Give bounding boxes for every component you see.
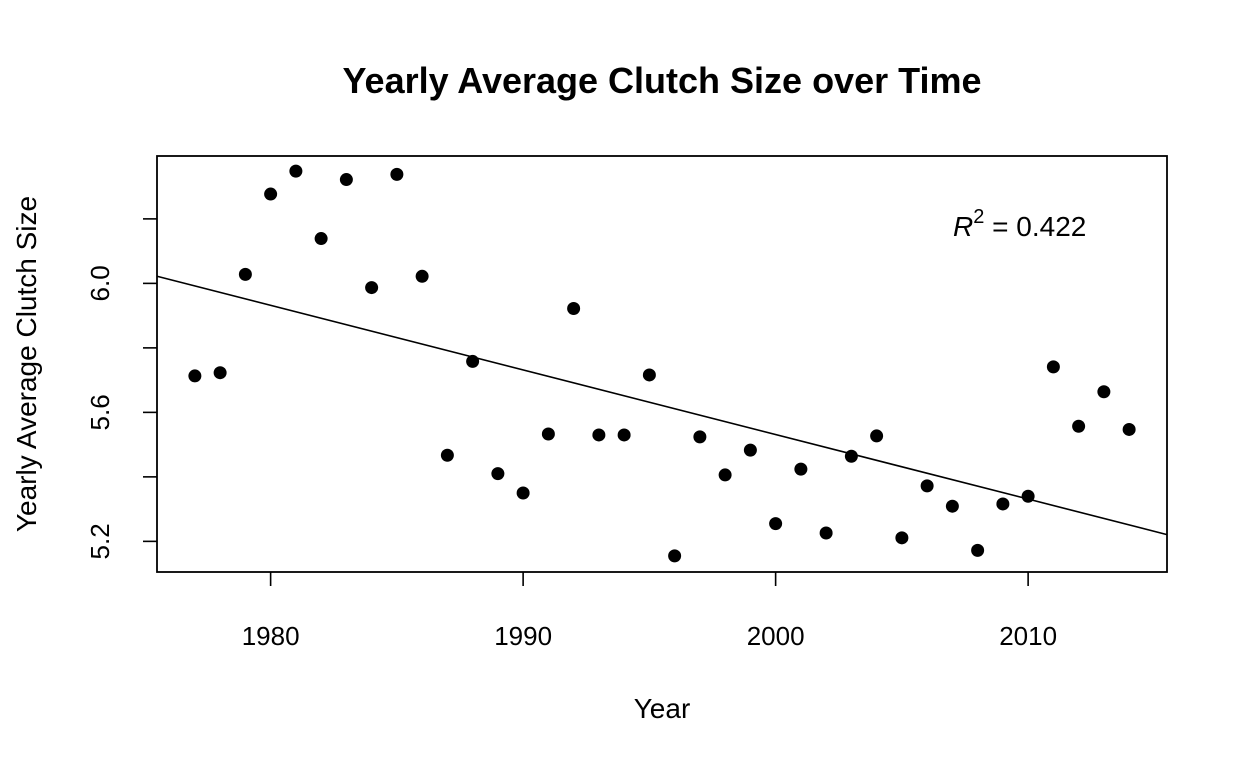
- data-point: [819, 526, 833, 540]
- data-point: [238, 267, 252, 281]
- data-point: [668, 549, 682, 563]
- x-tick-label: 2010: [999, 621, 1057, 651]
- data-point: [1097, 385, 1111, 399]
- y-tick-label: 5.6: [85, 394, 115, 430]
- data-point: [617, 428, 631, 442]
- data-point: [188, 369, 202, 383]
- data-point: [541, 427, 555, 441]
- y-axis: 5.2 5.6 6.0: [85, 218, 157, 559]
- data-point: [1021, 489, 1035, 503]
- data-point: [769, 517, 783, 531]
- data-point: [264, 187, 278, 201]
- data-point: [314, 232, 328, 246]
- y-axis-label: Yearly Average Clutch Size: [11, 196, 42, 532]
- data-point: [870, 429, 884, 443]
- r-squared-annotation: R2 = 0.422: [953, 206, 1086, 242]
- data-point: [567, 302, 581, 316]
- data-point: [491, 467, 505, 481]
- data-point: [516, 486, 530, 500]
- r-symbol: R: [953, 211, 973, 242]
- x-axis-label: Year: [634, 693, 691, 724]
- data-point: [693, 430, 707, 444]
- data-point: [1046, 360, 1060, 374]
- data-point: [1072, 419, 1086, 433]
- plot-frame: [156, 155, 1168, 573]
- data-point: [642, 368, 656, 382]
- data-point: [971, 543, 985, 557]
- data-point: [415, 269, 429, 283]
- data-point: [289, 164, 303, 178]
- data-point: [339, 173, 353, 187]
- data-point: [390, 167, 404, 181]
- chart-title: Yearly Average Clutch Size over Time: [343, 60, 982, 101]
- data-point: [365, 281, 379, 295]
- data-point: [743, 443, 757, 457]
- x-tick-label: 1980: [242, 621, 300, 651]
- data-point: [1122, 422, 1136, 436]
- data-point: [895, 531, 909, 545]
- regression-line: [156, 275, 1168, 536]
- y-tick-label: 5.2: [85, 523, 115, 559]
- x-tick-label: 1990: [494, 621, 552, 651]
- r-squared-value: = 0.422: [984, 211, 1086, 242]
- x-tick-label: 2000: [747, 621, 805, 651]
- data-point: [920, 479, 934, 493]
- data-point: [996, 497, 1010, 511]
- data-points: [188, 164, 1136, 563]
- data-point: [794, 462, 808, 476]
- data-point: [440, 448, 454, 462]
- x-axis: 1980 1990 2000 2010: [242, 572, 1057, 651]
- data-point: [213, 366, 227, 380]
- data-point: [844, 449, 858, 463]
- y-tick-label: 6.0: [85, 265, 115, 301]
- r-superscript: 2: [973, 206, 984, 228]
- data-point: [466, 354, 480, 368]
- data-point: [718, 468, 732, 482]
- data-point: [592, 428, 606, 442]
- data-point: [945, 499, 959, 513]
